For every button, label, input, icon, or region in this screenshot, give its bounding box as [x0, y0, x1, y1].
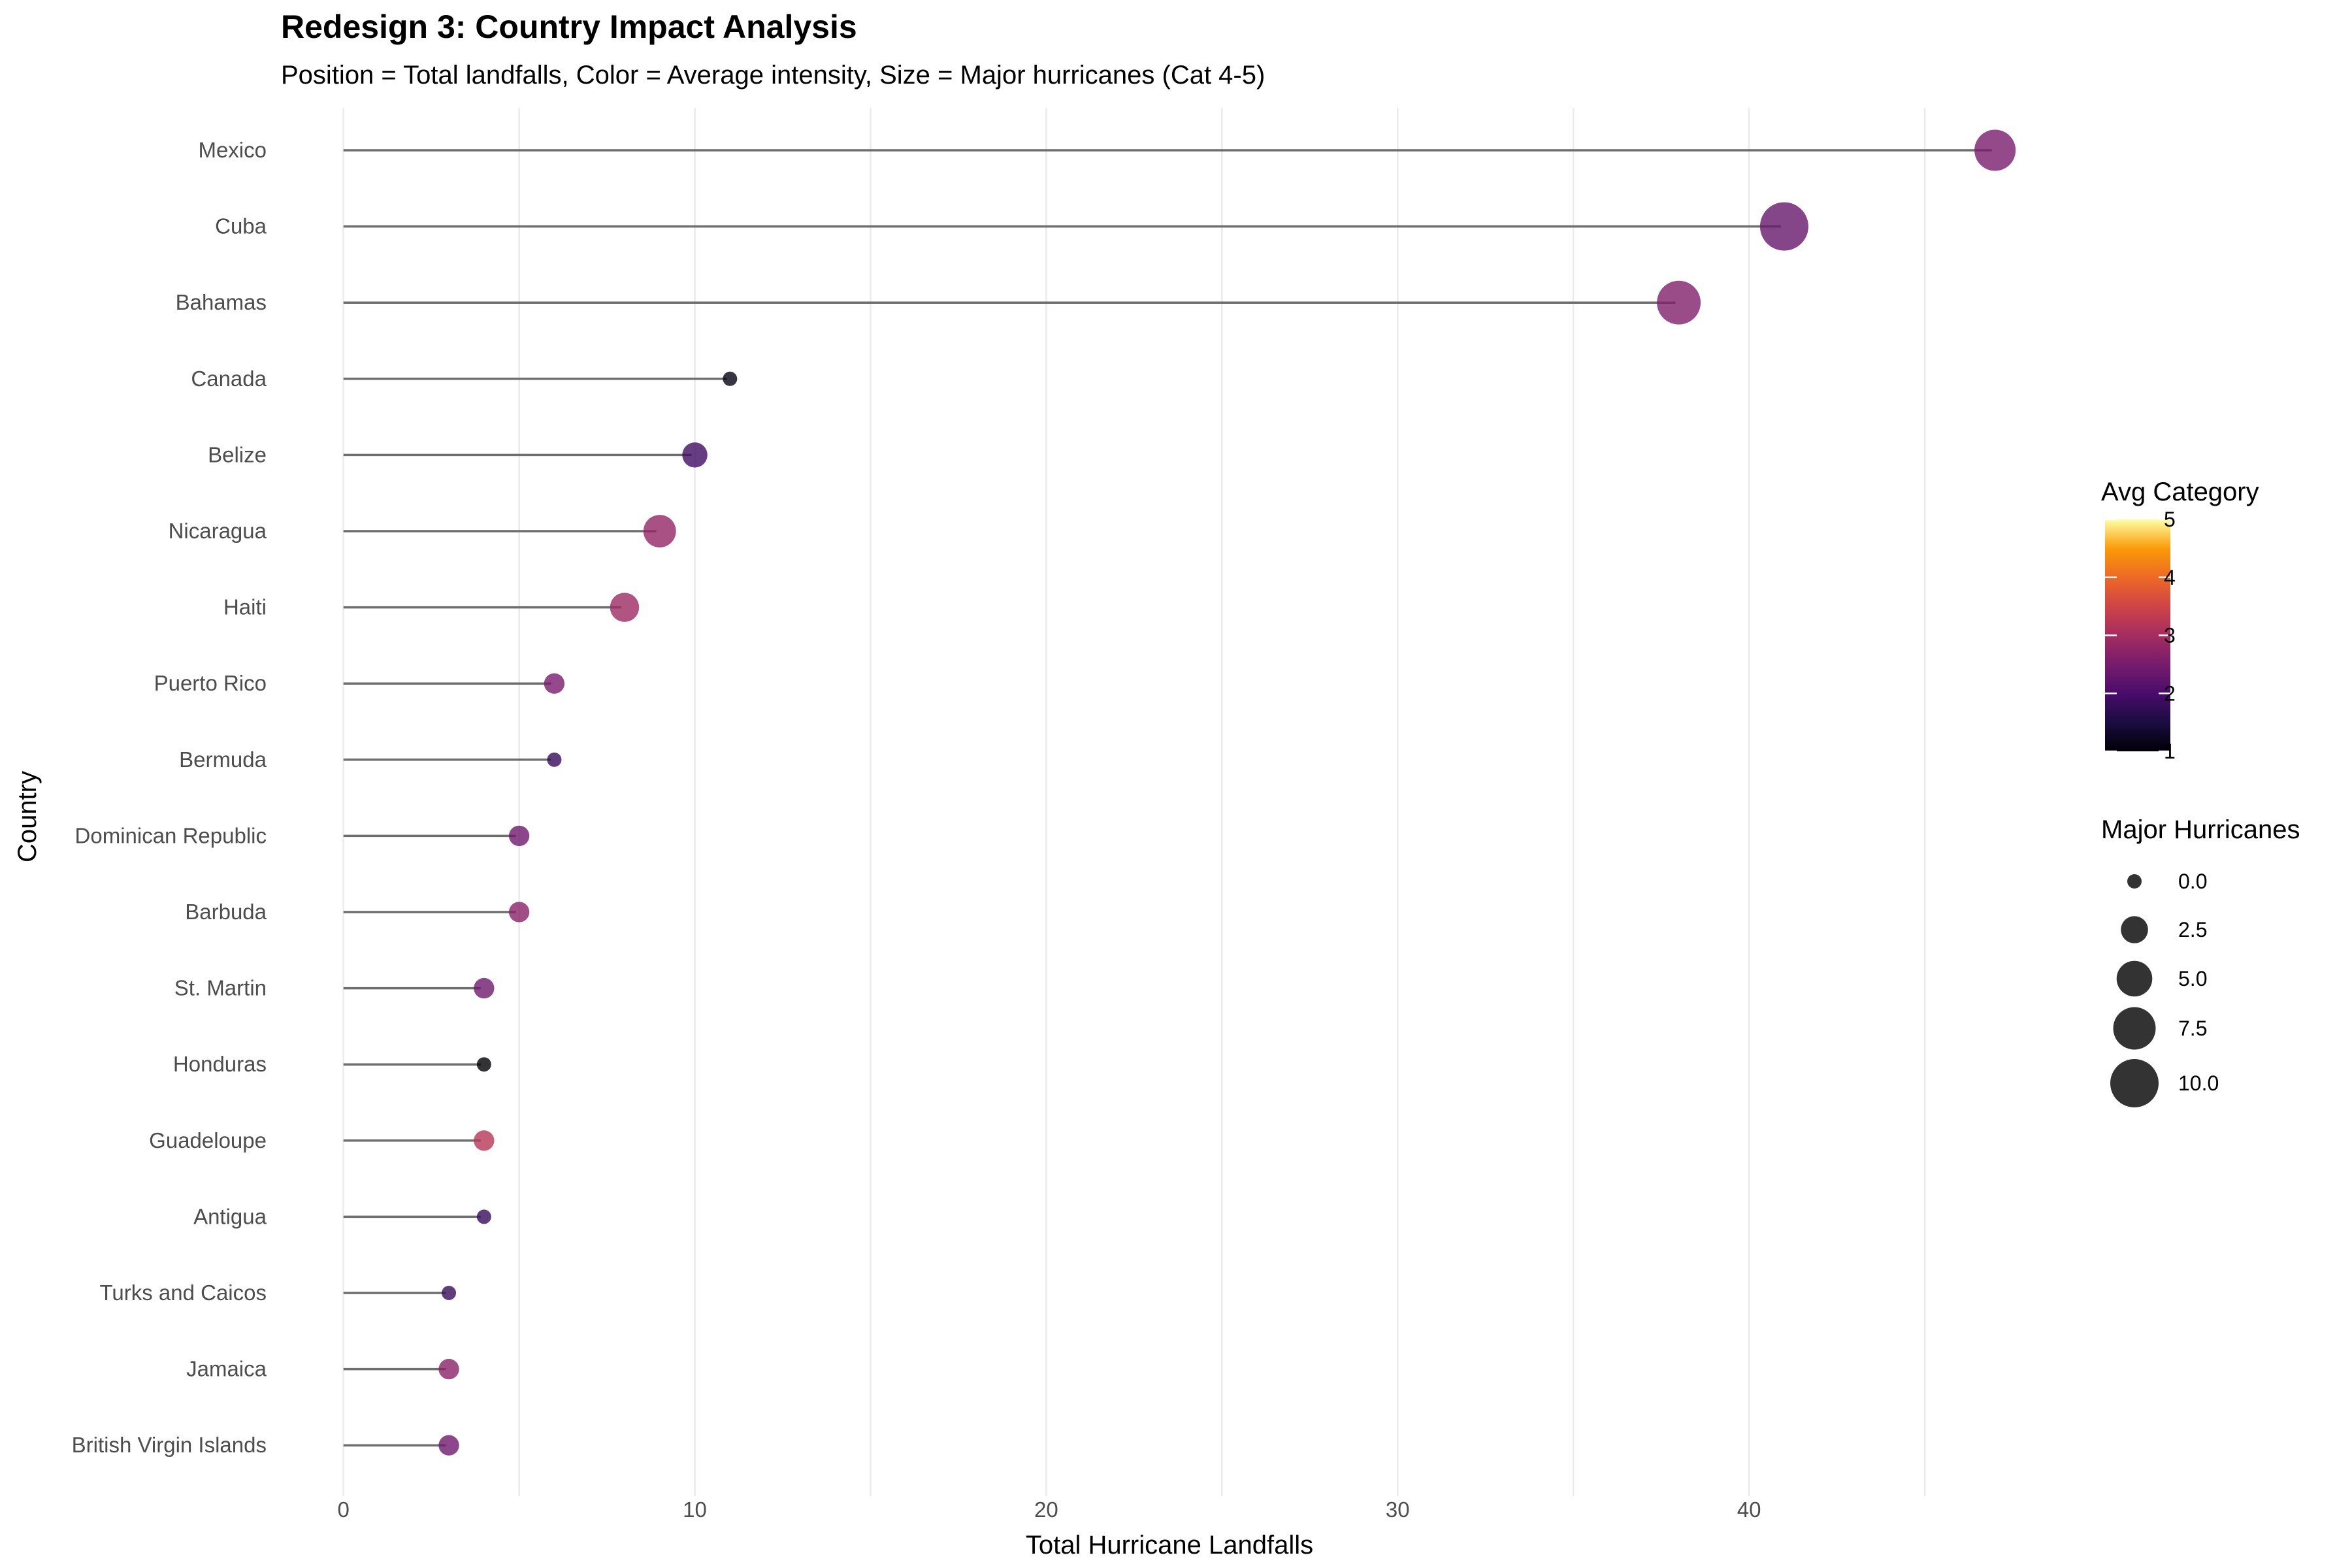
- color-legend-label: 4: [2164, 566, 2176, 589]
- lollipop-point: [476, 1209, 491, 1224]
- lollipop-point: [508, 825, 530, 847]
- country-row: Jamaica: [186, 1357, 459, 1381]
- country-label: Mexico: [198, 138, 267, 162]
- x-tick-label: 20: [1034, 1497, 1058, 1522]
- lollipop-point: [1974, 129, 2016, 171]
- country-label: Bermuda: [179, 747, 267, 772]
- lollipop-point: [474, 1130, 495, 1151]
- lollipop-point: [1759, 202, 1808, 251]
- country-row: St. Martin: [174, 976, 495, 1000]
- lollipop-point: [474, 977, 495, 999]
- lollipop-point: [682, 442, 708, 468]
- country-row: British Virgin Islands: [72, 1433, 459, 1457]
- lollipop-point: [643, 515, 676, 547]
- lollipop-point: [438, 1358, 459, 1380]
- data-rows: Mexico Cuba Bahamas Canada Belize Nicaragua Ha…: [72, 129, 2016, 1457]
- country-label: Guadeloupe: [149, 1128, 267, 1152]
- country-label: Puerto Rico: [154, 671, 267, 695]
- lollipop-point: [1657, 280, 1701, 325]
- size-legend-label: 7.5: [2178, 1017, 2207, 1040]
- x-tick-label: 10: [683, 1497, 707, 1522]
- size-legend-entries: 0.0 2.5 5.0 7.5 10.0: [2110, 870, 2219, 1107]
- country-label: British Virgin Islands: [72, 1433, 267, 1457]
- country-label: Bahamas: [176, 290, 267, 314]
- x-tick-label: 30: [1386, 1497, 1410, 1522]
- size-legend-key: [2121, 916, 2148, 943]
- lollipop-point: [610, 593, 640, 622]
- lollipop-point: [544, 673, 565, 694]
- x-axis-title: Total Hurricane Landfalls: [1026, 1531, 1313, 1560]
- country-row: Turks and Caicos: [99, 1281, 457, 1305]
- size-legend-label: 10.0: [2178, 1071, 2219, 1095]
- country-row: Cuba: [215, 202, 1808, 251]
- country-row: Antigua: [193, 1204, 491, 1228]
- lollipop-point: [547, 752, 562, 767]
- size-legend-label: 0.0: [2178, 870, 2207, 893]
- lollipop-point: [442, 1286, 457, 1300]
- color-legend-label: 2: [2164, 681, 2176, 705]
- country-row: Honduras: [173, 1052, 491, 1076]
- country-row: Barbuda: [185, 900, 530, 924]
- country-label: Antigua: [193, 1204, 267, 1228]
- lollipop-point: [723, 371, 738, 386]
- chart-title: Redesign 3: Country Impact Analysis: [281, 8, 857, 45]
- country-label: Canada: [191, 367, 267, 391]
- country-label: Turks and Caicos: [99, 1281, 267, 1305]
- color-legend-title: Avg Category: [2101, 478, 2259, 506]
- x-axis-ticks: 0 10 20 30 40: [337, 1497, 1761, 1522]
- size-legend-label: 5.0: [2178, 967, 2207, 990]
- country-row: Canada: [191, 367, 738, 391]
- x-tick-label: 0: [337, 1497, 349, 1522]
- country-row: Mexico: [198, 129, 2016, 171]
- country-row: Bahamas: [176, 280, 1701, 325]
- size-legend: Major Hurricanes 0.0 2.5 5.0 7.5 10.0: [2101, 815, 2300, 1107]
- lollipop-point: [438, 1435, 459, 1456]
- color-legend-label: 1: [2164, 740, 2176, 763]
- x-tick-label: 40: [1737, 1497, 1761, 1522]
- country-row: Nicaragua: [169, 515, 676, 547]
- country-row: Belize: [208, 442, 708, 468]
- size-legend-key: [2113, 1007, 2156, 1050]
- size-legend-label: 2.5: [2178, 918, 2207, 941]
- lollipop-point: [476, 1057, 491, 1072]
- country-label: Jamaica: [186, 1357, 267, 1381]
- country-label: Dominican Republic: [75, 823, 267, 847]
- color-legend-label: 3: [2164, 624, 2176, 647]
- size-legend-key: [2127, 874, 2142, 889]
- grid-lines: [342, 108, 1926, 1496]
- country-label: Barbuda: [185, 900, 267, 924]
- country-label: Belize: [208, 442, 267, 466]
- country-row: Guadeloupe: [149, 1128, 495, 1152]
- country-row: Puerto Rico: [154, 671, 565, 695]
- chart-subtitle: Position = Total landfalls, Color = Aver…: [281, 61, 1265, 90]
- color-legend-ticks: 1 2 3 4 5: [2105, 508, 2176, 763]
- country-label: Cuba: [215, 214, 267, 238]
- country-label: Haiti: [223, 595, 267, 619]
- country-row: Haiti: [223, 593, 640, 622]
- country-label: Nicaragua: [169, 519, 267, 543]
- country-label: St. Martin: [174, 976, 267, 1000]
- size-legend-title: Major Hurricanes: [2101, 815, 2300, 844]
- country-label: Honduras: [173, 1052, 267, 1076]
- size-legend-key: [2116, 960, 2153, 997]
- color-legend: Avg Category 1 2 3 4 5: [2101, 478, 2259, 763]
- lollipop-point: [508, 902, 530, 923]
- size-legend-key: [2110, 1059, 2159, 1107]
- country-row: Dominican Republic: [75, 823, 530, 847]
- country-row: Bermuda: [179, 747, 562, 772]
- y-axis-title: Country: [13, 771, 42, 862]
- color-legend-label: 5: [2164, 508, 2176, 531]
